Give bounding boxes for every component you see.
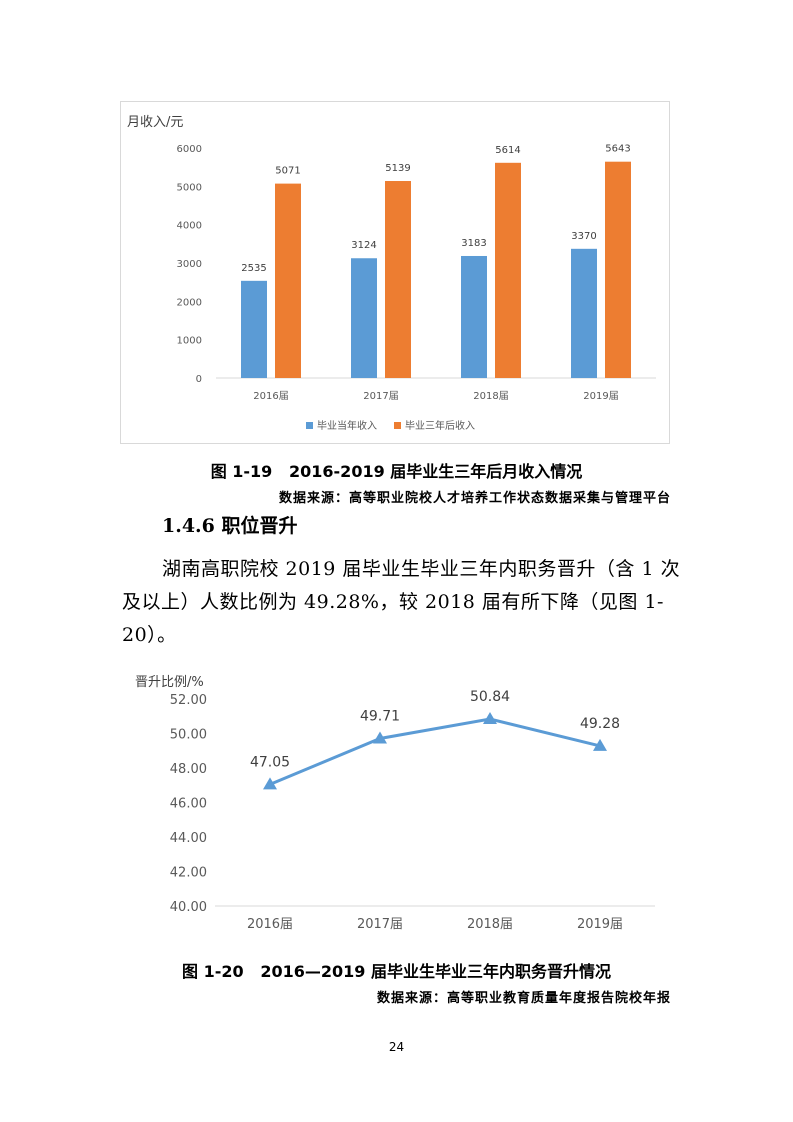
data-point-marker (593, 738, 607, 751)
bar-data-label: 5614 (495, 145, 520, 156)
bar-data-label: 5071 (275, 166, 300, 177)
figure-1-20-caption: 图 1-20 2016—2019 届毕业生毕业三年内职务晋升情况 (182, 962, 611, 981)
series-line (269, 717, 601, 786)
figure-1-20-source: 数据来源：高等职业教育质量年度报告院校年报 (376, 991, 671, 1006)
x-tick-label: 2019届 (583, 390, 618, 402)
bar-data-label: 2535 (241, 263, 266, 274)
legend-label: 毕业当年收入 (317, 419, 377, 432)
y-tick-label: 50.00 (170, 728, 207, 743)
y-tick-label: 40.00 (170, 900, 207, 915)
x-tick-label: 2017届 (357, 917, 403, 932)
income-chart-frame: 月收入/元 0 1000 2000 3000 4000 5000 6000 2535 5071 20… (120, 101, 670, 444)
y-axis-title: 晋升比例/% (135, 675, 204, 690)
bar-data-label: 5139 (385, 163, 410, 174)
x-tick-label: 2019届 (577, 917, 623, 932)
y-tick-label: 42.00 (170, 866, 207, 881)
y-tick-label: 4000 (177, 221, 202, 232)
y-tick-label: 52.00 (170, 693, 207, 708)
data-point-label: 49.71 (360, 709, 400, 725)
y-tick-label: 0 (196, 374, 202, 385)
y-tick-label: 3000 (177, 259, 202, 270)
legend-label: 毕业三年后收入 (405, 419, 475, 432)
bar (461, 255, 487, 378)
bar (351, 258, 377, 378)
bar (571, 248, 597, 378)
figure-1-19-source: 数据来源：高等职业院校人才培养工作状态数据采集与管理平台 (278, 491, 671, 506)
page-number: 24 (388, 1040, 405, 1054)
y-tick-label: 48.00 (170, 762, 207, 777)
bar (495, 162, 521, 378)
bar (385, 181, 411, 378)
data-point-label: 49.28 (580, 716, 620, 732)
y-tick-label: 6000 (177, 144, 202, 155)
y-tick-label: 1000 (177, 336, 202, 347)
y-tick-label: 5000 (177, 182, 202, 193)
bar-data-label: 3183 (461, 238, 486, 249)
bar-data-label: 5643 (605, 144, 630, 155)
bar (275, 183, 301, 378)
section-heading: 1.4.6 职位晋升 (162, 515, 298, 537)
bar (605, 161, 631, 378)
y-tick-label: 46.00 (170, 797, 207, 812)
section-paragraph: 湖南高职院校 2019 届毕业生毕业三年内职务晋升（含 1 次及以上）人数比例为… (122, 558, 681, 646)
legend-swatch (306, 422, 313, 429)
x-tick-label: 2016届 (247, 917, 293, 932)
y-tick-label: 2000 (177, 297, 202, 308)
x-tick-label: 2018届 (473, 390, 508, 402)
y-tick-label: 44.00 (170, 831, 207, 846)
x-tick-label: 2018届 (467, 917, 513, 932)
data-point-marker (263, 777, 277, 790)
data-point-marker (483, 712, 497, 725)
income-bar-chart: 月收入/元 0 1000 2000 3000 4000 5000 6000 2535 5071 20… (127, 115, 656, 432)
figure-1-19-caption: 图 1-19 2016-2019 届毕业生三年后月收入情况 (210, 462, 583, 481)
y-axis-title: 月收入/元 (127, 115, 183, 130)
x-tick-label: 2016届 (253, 390, 288, 402)
data-point-marker (373, 731, 387, 744)
bar (241, 280, 267, 378)
data-point-label: 50.84 (470, 689, 510, 705)
x-tick-label: 2017届 (363, 390, 398, 402)
bar-data-label: 3124 (351, 240, 376, 251)
data-point-label: 47.05 (250, 754, 290, 770)
bar-data-label: 3370 (571, 231, 596, 242)
promotion-line-chart: 晋升比例/% 40.00 42.00 44.00 46.00 48.00 50.00 52.0… (135, 675, 655, 932)
legend-swatch (394, 422, 401, 429)
